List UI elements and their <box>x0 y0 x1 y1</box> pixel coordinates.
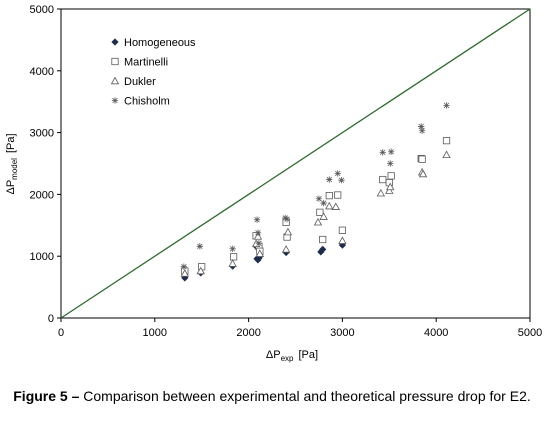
figure-caption-text: Comparison between experimental and theo… <box>83 388 531 404</box>
x-tick-label: 4000 <box>424 327 448 339</box>
x-tick-label: 5000 <box>518 327 542 339</box>
legend-marker-chisholm <box>111 97 119 104</box>
legend: Homogeneous Martinelli Dukler Chisholm <box>107 32 202 112</box>
x-tick-label: 3000 <box>330 327 354 339</box>
data-point-chisholm <box>253 216 261 223</box>
plot-area-frame <box>60 8 531 319</box>
data-point-dukler <box>313 217 323 226</box>
x-tick-label: 1000 <box>143 327 167 339</box>
data-point-dukler <box>253 232 263 240</box>
data-point-martinelli <box>229 253 238 261</box>
figure-caption: Figure 5 – Comparison between experiment… <box>0 386 544 406</box>
data-point-chisholm <box>283 215 291 223</box>
data-point-chisholm <box>338 176 345 184</box>
data-point-dukler <box>376 188 386 197</box>
data-point-chisholm <box>254 229 262 236</box>
legend-label-homogeneous: Homogeneous <box>124 37 196 49</box>
data-point-martinelli <box>442 137 451 145</box>
legend-marker-martinelli <box>111 57 119 66</box>
x-axis-title: ΔPexp [Pa] <box>266 349 318 363</box>
y-tick-label: 1000 <box>30 251 54 263</box>
data-point-chisholm <box>281 214 289 222</box>
data-point-dukler <box>228 259 237 267</box>
data-point-chisholm <box>326 176 333 183</box>
data-point-chisholm <box>320 199 327 207</box>
data-point-chisholm <box>387 148 395 155</box>
data-point-martinelli <box>334 191 342 199</box>
axis-titles: ΔPexp [Pa] ΔPmodel[Pa] <box>5 133 318 363</box>
data-point-dukler <box>319 212 328 220</box>
data-point-dukler <box>283 227 293 236</box>
data-point-martinelli <box>319 235 327 244</box>
scatter-chart: 0 1000 2000 3000 4000 5000 0 1000 2000 3000 4000 50… <box>5 4 543 363</box>
data-point-dukler <box>325 201 334 210</box>
data-point-dukler <box>255 249 265 257</box>
data-point-martinelli <box>338 226 347 234</box>
y-tick-label: 4000 <box>30 66 54 78</box>
data-point-dukler <box>418 169 428 178</box>
data-point-martinelli <box>316 208 324 216</box>
legend-label-martinelli: Martinelli <box>124 57 168 69</box>
y-tick-label: 0 <box>48 313 54 325</box>
reference-line <box>60 8 531 319</box>
data-point-chisholm <box>180 263 188 270</box>
data-point-chisholm <box>387 160 394 167</box>
legend-marker-homogeneous <box>111 38 119 46</box>
legend-label-chisholm: Chisholm <box>124 96 170 108</box>
data-point-martinelli <box>325 192 333 200</box>
series-martinelli <box>181 137 451 275</box>
data-point-martinelli <box>418 155 426 163</box>
data-points <box>180 102 451 282</box>
data-point-chisholm <box>379 149 386 156</box>
data-point-chisholm <box>334 170 341 177</box>
data-point-chisholm <box>255 240 263 247</box>
y-tick-label: 3000 <box>30 128 54 140</box>
series-homogeneous <box>181 241 347 282</box>
figure-label: Figure 5 – <box>13 388 80 404</box>
data-point-chisholm <box>229 245 236 252</box>
data-point-dukler <box>442 150 451 159</box>
x-tick-label: 0 <box>58 327 64 339</box>
data-point-chisholm <box>417 123 425 130</box>
y-tick-label: 5000 <box>30 4 54 16</box>
series-dukler <box>180 150 451 277</box>
series-chisholm <box>180 102 450 270</box>
data-point-dukler <box>331 202 341 210</box>
data-point-martinelli <box>387 172 395 180</box>
data-point-dukler <box>281 245 291 253</box>
legend-label-dukler: Dukler <box>124 76 156 88</box>
legend-box <box>107 32 202 112</box>
y-axis-title: ΔPmodel[Pa] <box>5 133 19 194</box>
data-point-chisholm <box>315 195 323 202</box>
data-point-dukler <box>386 182 395 191</box>
data-point-dukler <box>338 236 347 244</box>
axes: 0 1000 2000 3000 4000 5000 0 1000 2000 3000 4000 50… <box>30 4 543 339</box>
data-point-chisholm <box>196 243 204 250</box>
y-tick-label: 2000 <box>30 189 54 201</box>
reference-line-layer <box>60 8 531 319</box>
data-point-homogeneous <box>319 245 327 254</box>
legend-marker-dukler <box>110 76 120 85</box>
data-point-chisholm <box>418 127 426 134</box>
data-point-martinelli <box>379 175 387 184</box>
x-tick-label: 2000 <box>236 327 260 339</box>
data-point-dukler <box>196 266 205 275</box>
data-point-chisholm <box>443 102 450 109</box>
data-point-dukler <box>180 269 189 277</box>
data-point-dukler <box>385 186 394 194</box>
